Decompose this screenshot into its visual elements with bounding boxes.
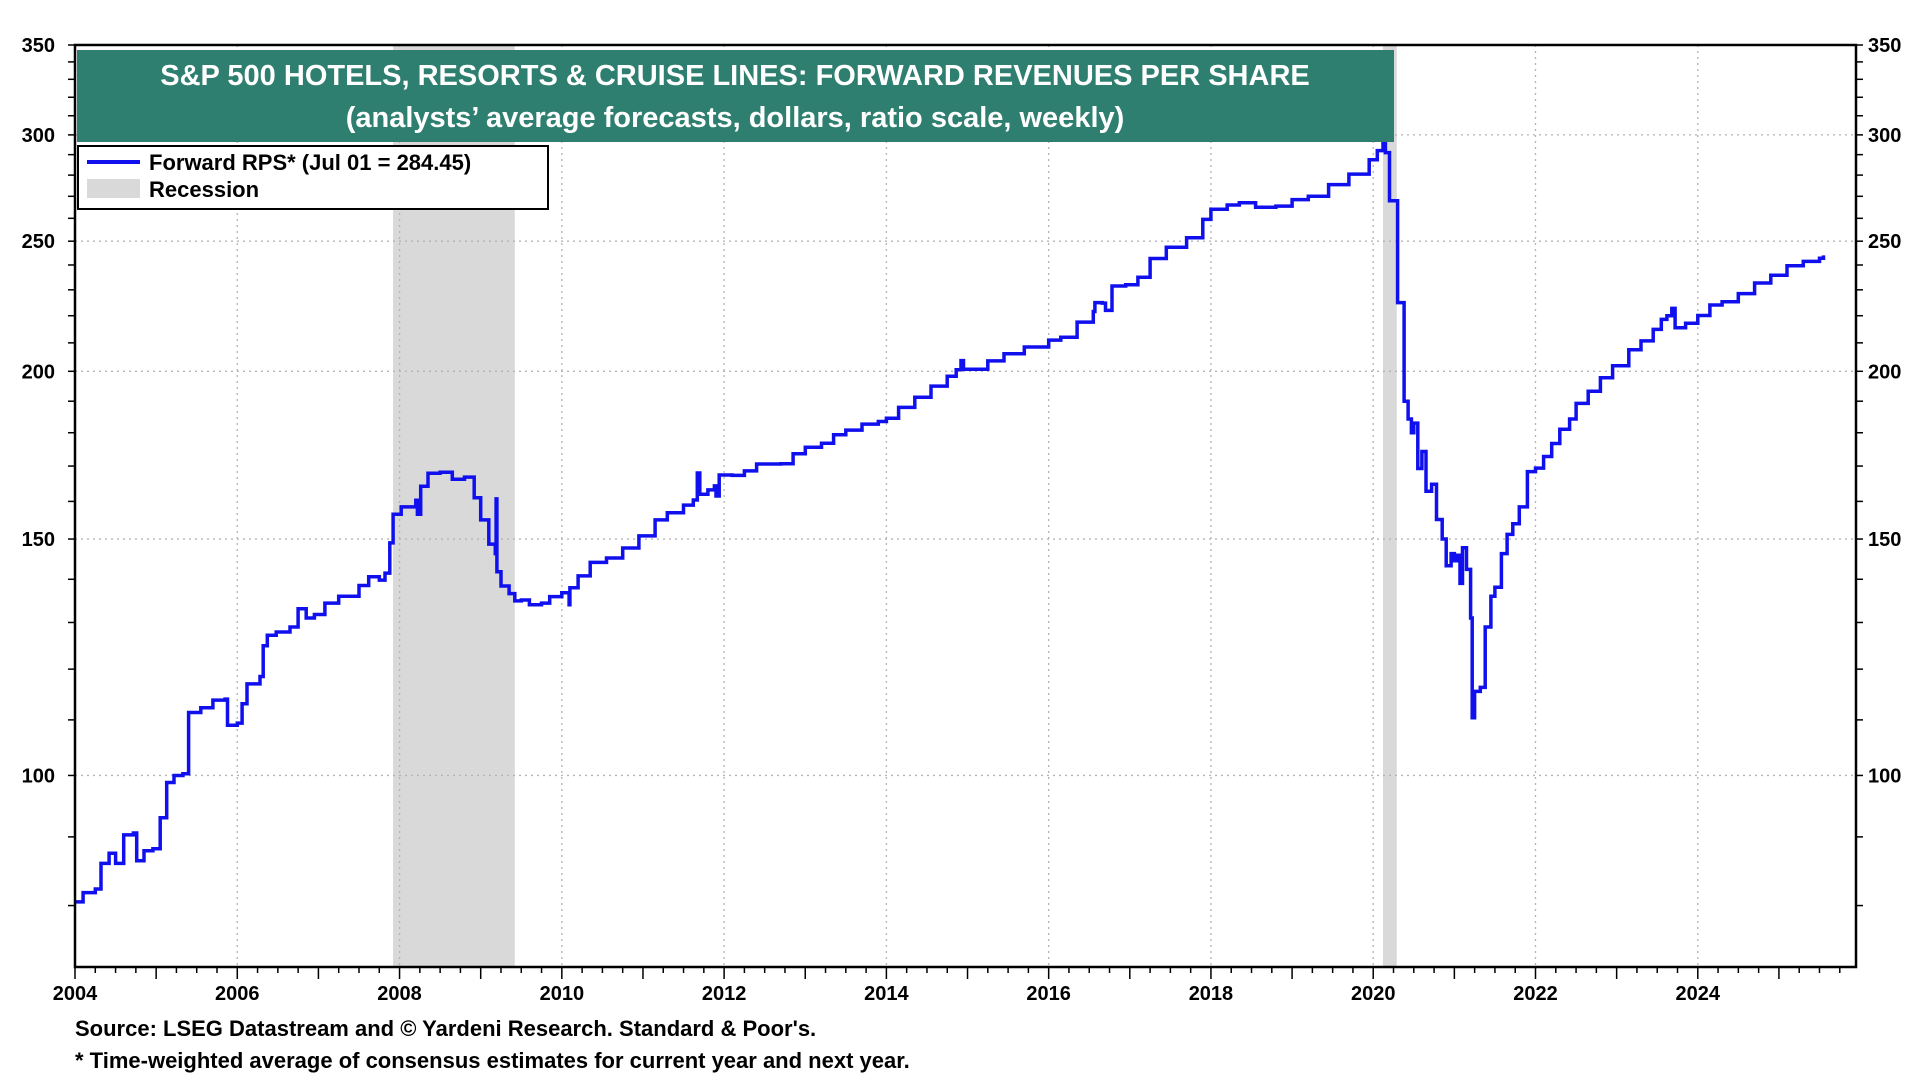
x-tick-label-2018: 2018 (1189, 983, 1234, 1005)
x-tick-label-2020: 2020 (1351, 983, 1396, 1005)
y-tick-label-left-300: 300 (22, 125, 55, 147)
x-tick-label-2024: 2024 (1676, 983, 1721, 1005)
legend-series-label: Forward RPS* (Jul 01 = 284.45) (149, 150, 471, 175)
y-tick-label-right-350: 350 (1868, 35, 1901, 57)
x-tick-label-2016: 2016 (1026, 983, 1071, 1005)
legend-recession-label: Recession (149, 177, 259, 202)
plot-frame (73, 43, 1858, 969)
legend-recession-swatch (87, 179, 140, 198)
y-tick-label-left-350: 350 (22, 35, 55, 57)
y-tick-label-left-150: 150 (22, 529, 55, 551)
source-note: Source: LSEG Datastream and © Yardeni Re… (75, 1016, 817, 1041)
y-tick-label-right-250: 250 (1868, 231, 1901, 253)
y-tick-label-right-300: 300 (1868, 125, 1901, 147)
x-tick-label-2010: 2010 (540, 983, 585, 1005)
title-banner-bg (77, 50, 1394, 142)
series-layer (75, 140, 1826, 904)
legend-box (77, 145, 549, 210)
x-tick-label-2022: 2022 (1513, 983, 1558, 1005)
x-tick-label-2014: 2014 (864, 983, 909, 1005)
legend: Forward RPS* (Jul 01 = 284.45) Recession (77, 145, 549, 210)
title-banner: S&P 500 HOTELS, RESORTS & CRUISE LINES: … (77, 50, 1394, 142)
axis-layer: 100 100 150 150 200 200 250 250 300 300 350 350 2004… (22, 35, 1902, 1005)
recession-band-2 (1382, 45, 1397, 967)
footnote: * Time-weighted average of consensus est… (75, 1048, 910, 1073)
y-tick-label-left-200: 200 (22, 361, 55, 383)
y-tick-label-right-200: 200 (1868, 361, 1901, 383)
chart-title: S&P 500 HOTELS, RESORTS & CRUISE LINES: … (160, 60, 1309, 92)
series-line-forward-rps (75, 140, 1826, 904)
y-tick-label-left-100: 100 (22, 765, 55, 787)
y-tick-label-right-150: 150 (1868, 529, 1901, 551)
y-tick-label-right-100: 100 (1868, 765, 1901, 787)
chart-subtitle: (analysts’ average forecasts, dollars, r… (346, 102, 1125, 134)
x-tick-label-2012: 2012 (702, 983, 747, 1005)
grid-layer (75, 45, 1856, 967)
x-tick-label-2008: 2008 (377, 983, 422, 1005)
x-tick-label-2006: 2006 (215, 983, 260, 1005)
y-tick-label-left-250: 250 (22, 231, 55, 253)
x-tick-label-2004: 2004 (53, 983, 98, 1005)
